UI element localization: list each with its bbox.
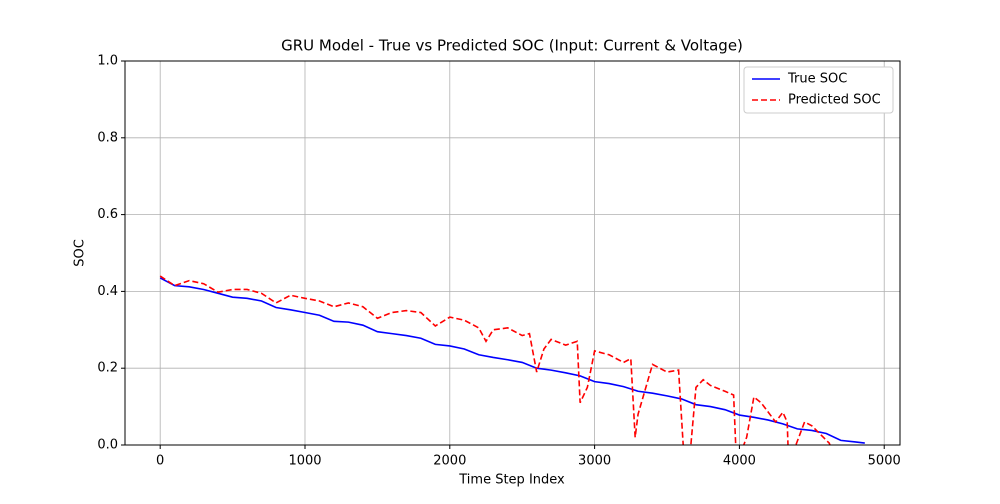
series-line: [159, 275, 831, 445]
x-tick-label: 3000: [578, 454, 611, 469]
x-tick-label: 4000: [723, 454, 756, 469]
y-tick-label: 1.0: [97, 54, 118, 69]
plot-lines: [159, 275, 865, 445]
y-tick-label: 0.4: [97, 284, 118, 299]
y-tick-label: 0.0: [97, 438, 118, 453]
series-line: [159, 277, 865, 444]
legend-label: True SOC: [787, 72, 847, 87]
legend-box: [743, 66, 894, 114]
x-tick-label: 2000: [433, 454, 466, 469]
y-tick-label: 0.2: [97, 361, 118, 376]
x-tick-label: 0: [156, 454, 164, 469]
chart-title: GRU Model - True vs Predicted SOC (Input…: [281, 37, 743, 55]
x-tick-label: 1000: [288, 454, 321, 469]
y-axis-label: SOC: [73, 239, 88, 267]
y-tick-label: 0.8: [97, 130, 118, 145]
x-axis-label: Time Step Index: [458, 473, 565, 488]
plot-frame: [124, 60, 901, 446]
legend-label: Predicted SOC: [788, 93, 881, 108]
y-tick-label: 0.6: [97, 207, 118, 222]
x-tick-label: 5000: [868, 454, 901, 469]
